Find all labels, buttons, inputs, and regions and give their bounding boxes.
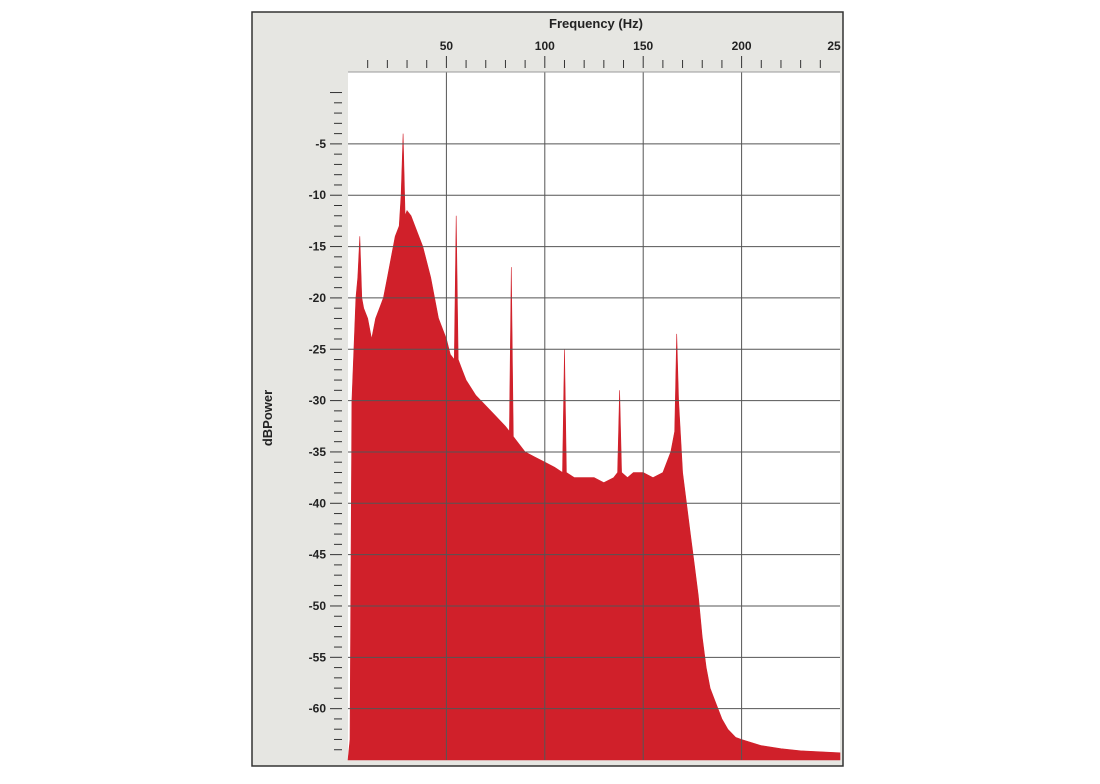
x-axis-title: Frequency (Hz): [549, 16, 643, 31]
y-tick-label: -55: [309, 650, 327, 664]
y-axis: -5 -10 -15 -20 -25 -30 -35 -40 -45 -50 -55 -60: [309, 92, 342, 751]
y-tick-label: -50: [309, 599, 327, 613]
y-tick-label: -15: [309, 240, 327, 254]
y-tick-label: -35: [309, 445, 327, 459]
grid-lines: [348, 72, 840, 760]
series-layer: [347, 133, 841, 761]
y-tick-label: -20: [309, 291, 327, 305]
y-tick-label: -5: [315, 137, 326, 151]
x-tick-label: 25: [827, 39, 841, 53]
y-tick-label: -25: [309, 342, 327, 356]
y-tick-label: -40: [309, 496, 327, 510]
x-tick-label: 50: [440, 39, 454, 53]
x-tick-label: 200: [732, 39, 752, 53]
y-tick-label: -45: [309, 548, 327, 562]
spectrum-series-0: [347, 133, 841, 761]
y-axis-title: dBPower: [260, 390, 275, 446]
y-tick-label: -30: [309, 394, 327, 408]
y-tick-label: -10: [309, 188, 327, 202]
x-tick-label: 100: [535, 39, 555, 53]
y-tick-label: -60: [309, 702, 327, 716]
x-axis: 50 100 150 200 25: [348, 39, 841, 73]
x-tick-label: 150: [633, 39, 653, 53]
